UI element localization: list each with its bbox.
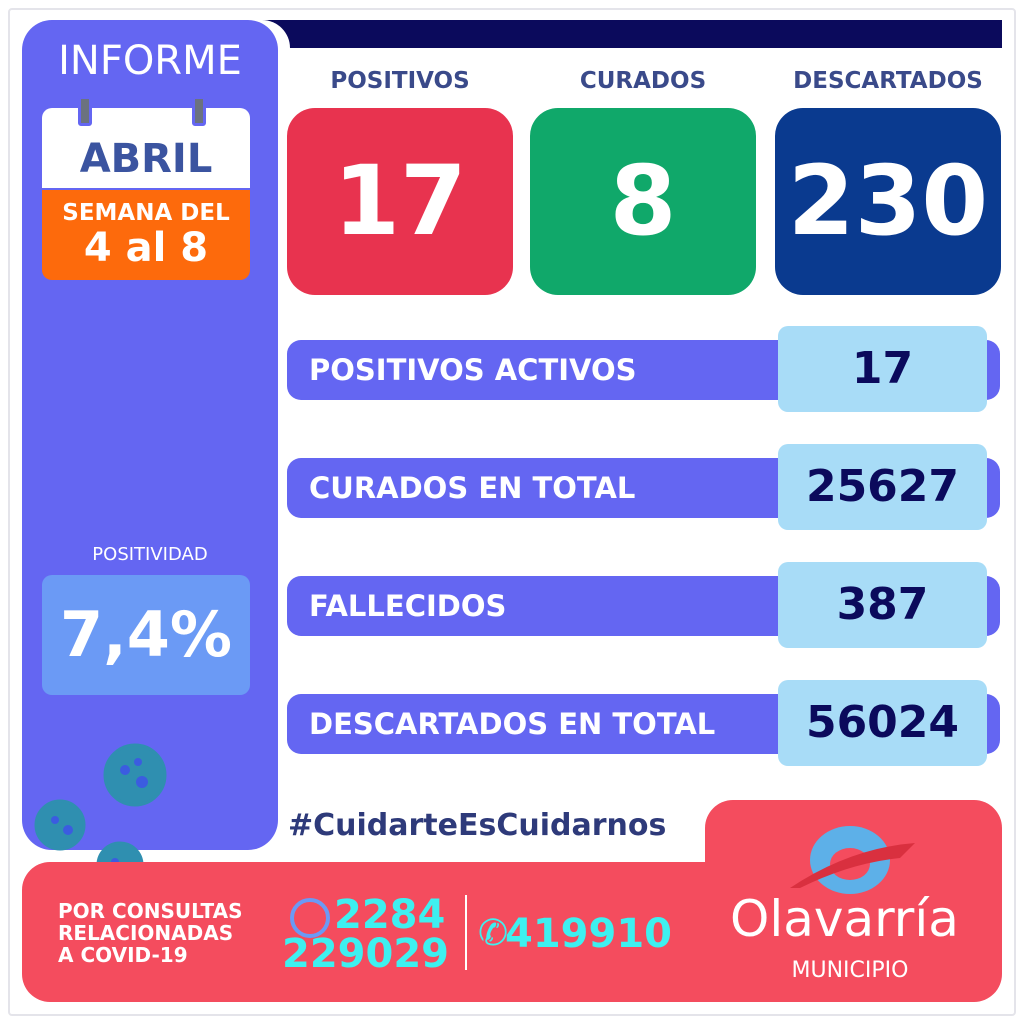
hashtag: #CuidarteEsCuidarnos <box>288 808 667 843</box>
card-label-curados: CURADOS <box>579 68 707 94</box>
week-box: SEMANA DEL 4 al 8 <box>42 190 250 280</box>
card-label-descartados: DESCARTADOS <box>793 68 983 94</box>
municipio-label: MUNICIPIO <box>791 958 909 983</box>
stat-value: 387 <box>778 562 987 648</box>
consult-text: POR CONSULTAS RELACIONADAS A COVID-19 <box>58 900 243 966</box>
week-range: 4 al 8 <box>83 225 209 271</box>
positividad-value: 7,4% <box>42 575 250 695</box>
phone-icon: ✆ <box>478 913 509 954</box>
card-curados: 8 <box>530 108 756 295</box>
olavarria-logo: Olavarría <box>730 890 959 948</box>
consult-line: RELACIONADAS <box>58 921 234 945</box>
top-bar <box>250 20 1002 48</box>
card-label-positivos: POSITIVOS <box>330 68 470 94</box>
whatsapp-icon <box>290 898 330 938</box>
consult-line: A COVID-19 <box>58 943 188 967</box>
calendar-ring-icon <box>78 96 92 126</box>
phone-number: 419910 <box>505 911 672 957</box>
whatsapp-number-2: 229029 <box>282 931 449 977</box>
card-descartados: 230 <box>775 108 1001 295</box>
stat-value: 25627 <box>778 444 987 530</box>
whatsapp-number-1: 2284 <box>334 892 446 938</box>
week-label: SEMANA DEL <box>62 200 230 226</box>
divider <box>465 895 467 970</box>
positividad-label: POSITIVIDAD <box>92 544 208 565</box>
frame <box>8 8 1016 1016</box>
stat-value: 56024 <box>778 680 987 766</box>
card-positivos: 17 <box>287 108 513 295</box>
informe-title: INFORME <box>58 38 242 84</box>
consult-line: POR CONSULTAS <box>58 899 243 923</box>
calendar-ring-icon <box>192 96 206 126</box>
olavarria-logo-icon <box>790 826 915 894</box>
calendar-month: ABRIL <box>42 108 250 188</box>
stat-value: 17 <box>778 326 987 412</box>
